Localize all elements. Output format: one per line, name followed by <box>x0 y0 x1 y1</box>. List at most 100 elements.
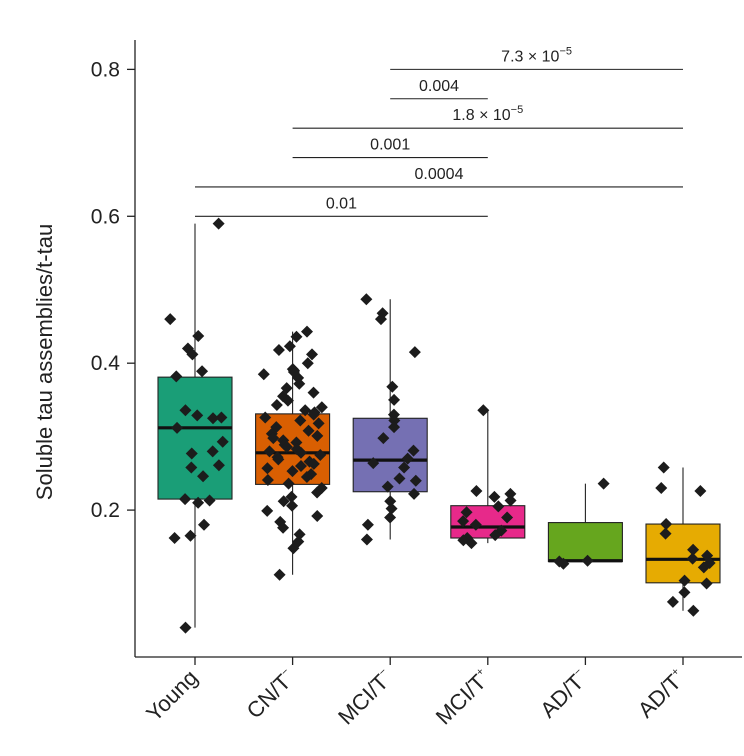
data-point <box>470 484 483 497</box>
category-label: AD/T− <box>535 665 593 723</box>
data-point <box>206 412 219 425</box>
data-point <box>657 461 670 474</box>
data-point <box>385 502 398 515</box>
box <box>157 376 233 500</box>
data-point <box>307 386 320 399</box>
data-point <box>294 414 307 427</box>
data-point <box>286 465 299 478</box>
data-point <box>185 447 198 460</box>
p-value-exponent: −5 <box>559 45 572 57</box>
data-point <box>196 365 209 378</box>
data-point <box>311 486 324 499</box>
category-label: CN/T− <box>242 665 301 724</box>
category-label: MCI/T+ <box>431 665 496 730</box>
y-tick-label: 0.6 <box>91 205 120 228</box>
data-point <box>409 474 422 487</box>
p-value-text: 1.8 × 10 <box>452 107 510 124</box>
data-point <box>386 380 399 393</box>
data-point <box>388 393 401 406</box>
p-value-text: 0.001 <box>370 137 410 154</box>
data-point <box>261 504 274 517</box>
data-point <box>280 440 293 453</box>
data-point <box>293 528 306 541</box>
data-point <box>311 429 324 442</box>
category-label: Young <box>141 665 202 726</box>
data-point <box>697 561 710 574</box>
data-point <box>460 506 473 519</box>
data-point <box>492 500 505 513</box>
data-point <box>285 490 298 503</box>
data-point <box>257 368 270 381</box>
significance-label: 0.0004 <box>415 166 464 183</box>
data-point <box>504 494 517 507</box>
data-point <box>469 518 482 531</box>
data-point <box>302 424 315 437</box>
data-points <box>164 217 716 634</box>
data-point <box>203 494 216 507</box>
data-point <box>261 462 274 475</box>
y-tick-label: 0.2 <box>91 499 120 522</box>
data-point <box>290 330 303 343</box>
data-point <box>557 557 570 570</box>
data-point <box>277 521 290 534</box>
data-point <box>360 533 373 546</box>
data-point <box>270 399 283 412</box>
data-point <box>212 217 225 230</box>
data-point <box>457 515 470 528</box>
data-point <box>367 457 380 470</box>
data-point <box>477 404 490 417</box>
p-value-text: 7.3 × 10 <box>501 48 559 65</box>
box <box>352 417 428 493</box>
data-point <box>212 459 225 472</box>
data-point <box>361 518 374 531</box>
category-label: MCI/T− <box>333 665 398 730</box>
data-point <box>286 499 299 512</box>
data-point <box>272 453 285 466</box>
p-value-text: 0.0004 <box>415 166 464 183</box>
data-point <box>185 461 198 474</box>
data-point <box>360 293 373 306</box>
data-point <box>489 529 502 542</box>
y-tick-label: 0.8 <box>91 58 120 81</box>
data-point <box>215 411 228 424</box>
y-tick-label: 0.4 <box>91 352 121 375</box>
data-point <box>287 542 300 555</box>
data-point <box>581 554 594 567</box>
data-point <box>678 574 691 587</box>
data-point <box>401 452 414 465</box>
data-point <box>655 482 668 495</box>
data-point <box>170 370 183 383</box>
data-point <box>312 417 325 430</box>
data-point <box>192 496 205 509</box>
data-point <box>307 457 320 470</box>
data-point <box>179 493 192 506</box>
data-point <box>299 404 312 417</box>
data-point <box>191 409 204 422</box>
data-point <box>700 577 713 590</box>
data-point <box>192 330 205 343</box>
significance-brackets: 0.01 0.0004 0.001 1.8 × 10 −5 0.004 7.3 × 10−5 <box>195 45 683 217</box>
data-point <box>272 343 285 356</box>
data-point <box>408 346 421 359</box>
p-value-text: 0.01 <box>326 195 357 212</box>
data-point <box>168 532 181 545</box>
significance-label: 7.3 × 10−5 <box>501 45 572 65</box>
data-point <box>283 340 296 353</box>
data-point <box>384 511 397 524</box>
data-point <box>678 586 691 599</box>
significance-label: 0.004 <box>419 78 459 95</box>
data-point <box>314 449 327 462</box>
data-point <box>388 414 401 427</box>
y-axis-title: Soluble tau assemblies/t-tau <box>32 224 57 500</box>
data-point <box>501 511 514 524</box>
data-point <box>281 394 294 407</box>
category-label: AD/T+ <box>633 665 691 723</box>
data-point <box>206 445 219 458</box>
data-point <box>597 477 610 490</box>
data-point <box>179 404 192 417</box>
significance-label: 0.01 <box>326 195 357 212</box>
data-point <box>393 472 406 485</box>
data-point <box>164 313 177 326</box>
data-point <box>687 543 700 556</box>
